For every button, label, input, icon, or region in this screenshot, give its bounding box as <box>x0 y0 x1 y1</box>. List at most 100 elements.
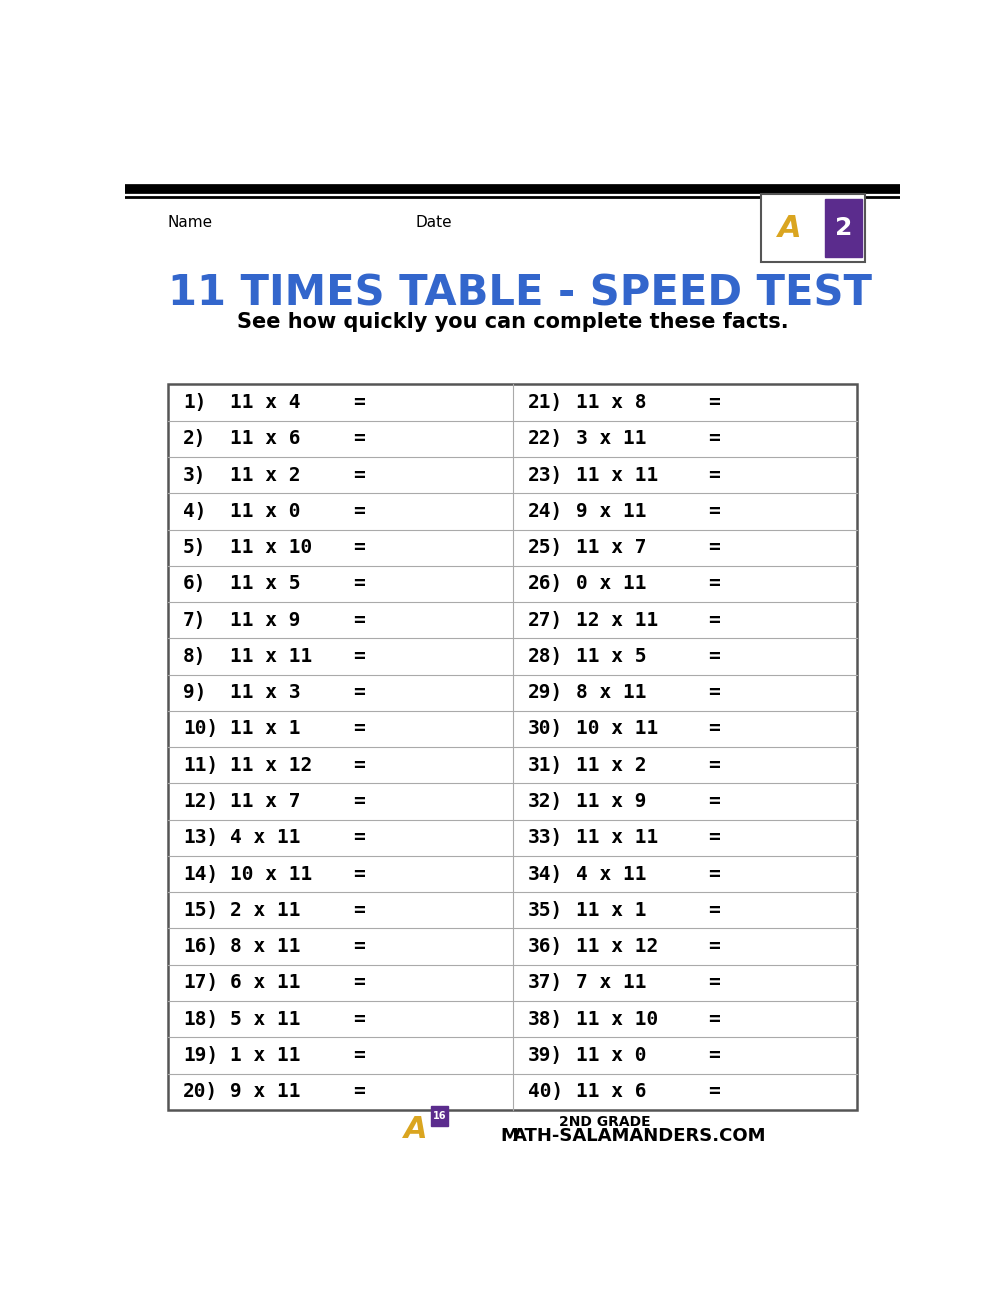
Text: 11 x 9: 11 x 9 <box>576 792 647 811</box>
Text: 11 x 12: 11 x 12 <box>230 756 312 775</box>
Text: 11 TIMES TABLE - SPEED TEST: 11 TIMES TABLE - SPEED TEST <box>168 273 872 314</box>
Text: 21): 21) <box>528 393 563 411</box>
Text: 5 x 11: 5 x 11 <box>230 1009 300 1029</box>
Text: 10): 10) <box>183 719 218 739</box>
Text: 32): 32) <box>528 792 563 811</box>
Text: 8 x 11: 8 x 11 <box>230 937 300 956</box>
Text: 11 x 1: 11 x 1 <box>230 719 300 739</box>
Text: 2ND GRADE: 2ND GRADE <box>559 1114 651 1128</box>
Text: =: = <box>708 1046 720 1065</box>
Text: =: = <box>354 502 365 521</box>
Text: 4): 4) <box>183 502 207 521</box>
Text: =: = <box>708 538 720 558</box>
Text: 31): 31) <box>528 756 563 775</box>
Text: 27): 27) <box>528 611 563 630</box>
Text: =: = <box>708 502 720 521</box>
Text: =: = <box>708 828 720 848</box>
Text: =: = <box>354 430 365 448</box>
Text: =: = <box>708 466 720 485</box>
Text: 2 x 11: 2 x 11 <box>230 901 300 920</box>
Text: 6 x 11: 6 x 11 <box>230 973 300 992</box>
Text: 11 x 2: 11 x 2 <box>230 466 300 485</box>
Text: =: = <box>354 828 365 848</box>
Text: =: = <box>354 901 365 920</box>
Text: M: M <box>501 1127 519 1145</box>
Text: A: A <box>404 1115 427 1144</box>
Text: 11 x 10: 11 x 10 <box>576 1009 658 1029</box>
Text: 7): 7) <box>183 611 207 630</box>
Text: 11 x 1: 11 x 1 <box>576 901 647 920</box>
Text: =: = <box>354 864 365 884</box>
Text: 4 x 11: 4 x 11 <box>576 864 647 884</box>
Text: 8 x 11: 8 x 11 <box>576 683 647 703</box>
Text: 11 x 2: 11 x 2 <box>576 756 647 775</box>
Text: 30): 30) <box>528 719 563 739</box>
Text: =: = <box>354 611 365 630</box>
Text: 23): 23) <box>528 466 563 485</box>
Text: Name: Name <box>168 215 213 230</box>
Text: A: A <box>778 214 802 242</box>
Text: 11): 11) <box>183 756 218 775</box>
Text: 34): 34) <box>528 864 563 884</box>
Bar <box>431 1106 448 1126</box>
Text: =: = <box>354 575 365 594</box>
Text: =: = <box>354 647 365 666</box>
Text: 13): 13) <box>183 828 218 848</box>
Text: 17): 17) <box>183 973 218 992</box>
Text: 11 x 6: 11 x 6 <box>576 1082 647 1101</box>
Text: 35): 35) <box>528 901 563 920</box>
Text: 3 x 11: 3 x 11 <box>576 430 647 448</box>
Text: =: = <box>708 430 720 448</box>
Text: =: = <box>354 792 365 811</box>
Text: =: = <box>354 756 365 775</box>
Text: 1 x 11: 1 x 11 <box>230 1046 300 1065</box>
Text: =: = <box>708 1009 720 1029</box>
Text: 2: 2 <box>835 216 852 239</box>
Text: =: = <box>708 1082 720 1101</box>
Text: 20): 20) <box>183 1082 218 1101</box>
Text: 12): 12) <box>183 792 218 811</box>
Text: 39): 39) <box>528 1046 563 1065</box>
Text: =: = <box>354 719 365 739</box>
Text: 11 x 0: 11 x 0 <box>576 1046 647 1065</box>
Text: =: = <box>708 792 720 811</box>
Bar <box>168 384 857 1110</box>
Text: ATH-SALAMANDERS.COM: ATH-SALAMANDERS.COM <box>512 1127 766 1145</box>
Text: =: = <box>708 683 720 703</box>
Text: 10 x 11: 10 x 11 <box>230 864 312 884</box>
Text: 36): 36) <box>528 937 563 956</box>
Text: 22): 22) <box>528 430 563 448</box>
Text: =: = <box>354 393 365 411</box>
Text: 7 x 11: 7 x 11 <box>576 973 647 992</box>
Bar <box>761 194 865 261</box>
Text: 9): 9) <box>183 683 207 703</box>
Text: =: = <box>708 864 720 884</box>
Text: Date: Date <box>416 215 452 230</box>
Text: 11 x 10: 11 x 10 <box>230 538 312 558</box>
Text: 2): 2) <box>183 430 207 448</box>
Text: 40): 40) <box>528 1082 563 1101</box>
Text: =: = <box>708 393 720 411</box>
Text: =: = <box>354 973 365 992</box>
Text: 12 x 11: 12 x 11 <box>576 611 658 630</box>
Text: 18): 18) <box>183 1009 218 1029</box>
Text: 0 x 11: 0 x 11 <box>576 575 647 594</box>
Text: 19): 19) <box>183 1046 218 1065</box>
Text: =: = <box>354 1046 365 1065</box>
Text: 11 x 12: 11 x 12 <box>576 937 658 956</box>
Text: 10 x 11: 10 x 11 <box>576 719 658 739</box>
Text: 11 x 9: 11 x 9 <box>230 611 300 630</box>
Text: 33): 33) <box>528 828 563 848</box>
Text: 29): 29) <box>528 683 563 703</box>
Text: 11 x 3: 11 x 3 <box>230 683 300 703</box>
Text: 5): 5) <box>183 538 207 558</box>
Text: 25): 25) <box>528 538 563 558</box>
Text: 1): 1) <box>183 393 207 411</box>
Text: =: = <box>708 901 720 920</box>
Text: 11 x 11: 11 x 11 <box>576 828 658 848</box>
Text: 38): 38) <box>528 1009 563 1029</box>
Text: 11 x 11: 11 x 11 <box>230 647 312 666</box>
Text: =: = <box>708 756 720 775</box>
Text: =: = <box>708 937 720 956</box>
Text: =: = <box>708 575 720 594</box>
